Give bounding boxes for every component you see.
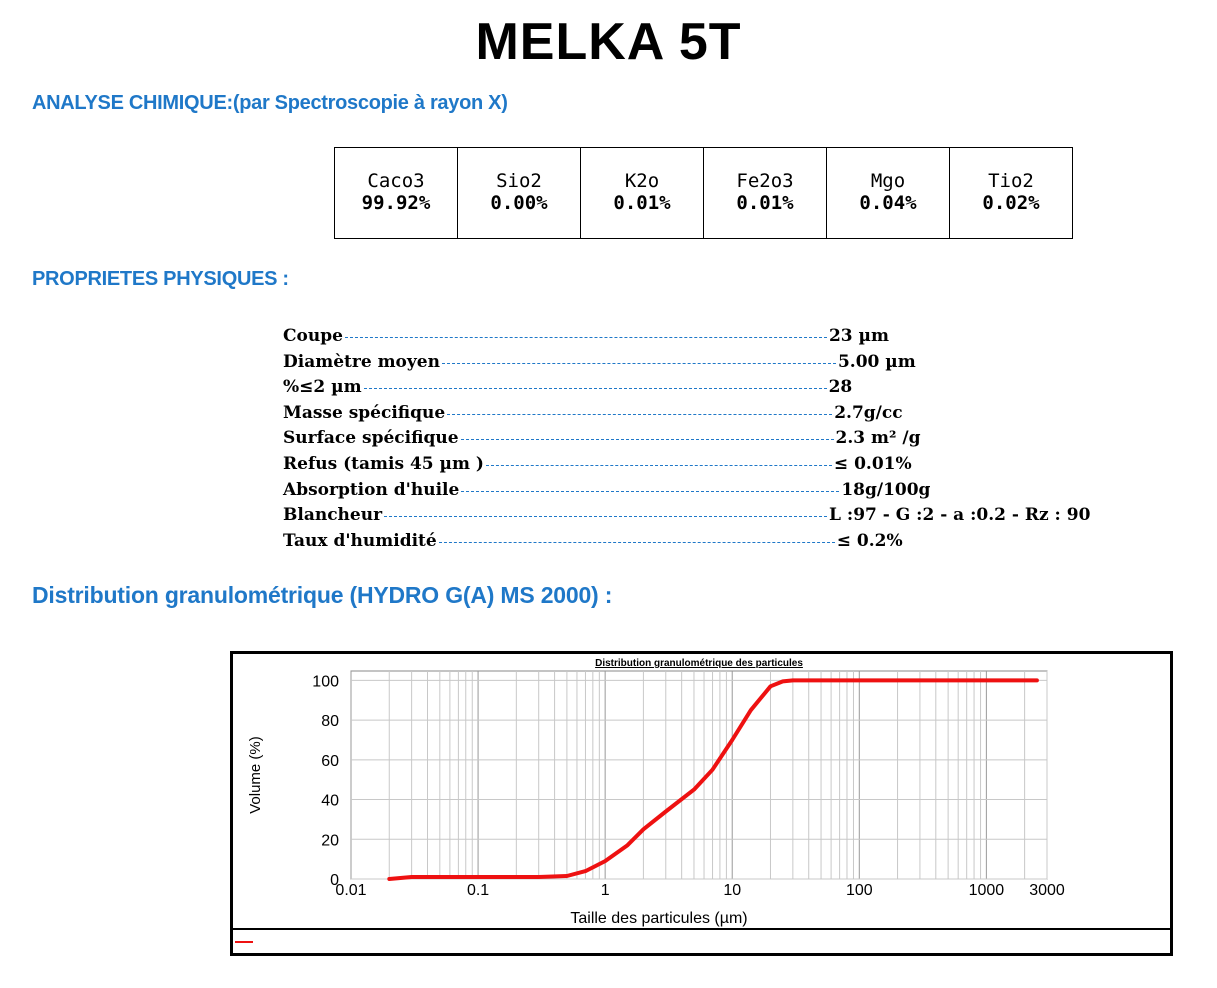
property-value: 5.00 µm (837, 351, 916, 372)
property-row: Coupe 23 µm (283, 324, 1090, 350)
property-leader-dashes (485, 452, 832, 466)
property-row: %≤2 µm 28 (283, 375, 1090, 401)
property-leader-dashes (447, 401, 833, 415)
property-label: Coupe (283, 326, 343, 346)
property-row: Masse spécifique 2.7g/cc (283, 401, 1090, 427)
chart-title: Distribution granulométrique des particu… (595, 658, 803, 669)
x-tick-label: 3000 (1029, 882, 1065, 899)
chem-cell-fe2o3: Fe2o3 0.01% (703, 147, 827, 239)
property-row: Diamètre moyen 5.00 µm (283, 350, 1090, 376)
property-label: Absorption d'huile (283, 479, 460, 500)
particle-size-chart-svg: Distribution granulométrique des particu… (233, 658, 1170, 943)
chem-name: Fe2o3 (736, 170, 794, 192)
chem-cell-tio2: Tio2 0.02% (949, 147, 1073, 239)
chem-name: Tio2 (988, 170, 1034, 192)
property-row: Refus (tamis 45 µm ) ≤ 0.01% (283, 452, 1090, 478)
section-heading-distribution: Distribution granulométrique (HYDRO G(A)… (32, 582, 613, 608)
chem-name: Caco3 (367, 170, 425, 192)
property-label: Taux d'humidité (283, 530, 437, 551)
chemical-analysis-table: Caco3 99.92% Sio2 0.00% K2o 0.01% Fe2o3 0.01% Mg… (334, 147, 1073, 239)
property-leader-dashes (460, 426, 834, 441)
property-row: Surface spécifique 2.3 m² /g (283, 426, 1090, 452)
property-leader-dashes (441, 350, 836, 364)
x-tick-label: 1 (601, 882, 610, 899)
y-axis-label: Volume (%) (247, 736, 264, 814)
section-heading-physical: PROPRIETES PHYSIQUES : (32, 268, 289, 290)
chem-name: Mgo (870, 170, 906, 192)
x-tick-label: 1000 (969, 882, 1005, 899)
plot-area (350, 670, 1048, 880)
chem-name: Sio2 (496, 170, 542, 192)
property-value: 28 (828, 377, 853, 398)
chem-value: 0.04% (859, 192, 917, 214)
physical-properties-list: Coupe 23 µm Diamètre moyen 5.00 µm %≤2 µm 28 M… (283, 324, 1090, 554)
property-leader-dashes (461, 478, 840, 492)
distribution-curve (387, 678, 1039, 881)
chem-cell-sio2: Sio2 0.00% (457, 147, 581, 239)
property-leader-dashes (344, 324, 827, 338)
property-value: ≤ 0.2% (836, 530, 903, 551)
chem-value: 99.92% (361, 192, 431, 214)
property-label: %≤2 µm (283, 377, 362, 398)
chem-name: K2o (624, 170, 660, 192)
y-tick-label: 20 (321, 832, 339, 849)
x-tick-label: 0.01 (335, 882, 366, 899)
chem-value: 0.02% (982, 192, 1040, 214)
x-tick-label: 0.1 (467, 882, 489, 899)
document-title: MELKA 5T (475, 13, 742, 71)
property-leader-dashes (384, 503, 828, 518)
chem-value: 0.01% (613, 192, 671, 214)
chem-value: 0.00% (490, 192, 548, 214)
property-label: Blancheur (283, 505, 383, 526)
chem-value: 0.01% (736, 192, 794, 214)
chem-cell-caco3: Caco3 99.92% (334, 147, 458, 239)
property-label: Refus (tamis 45 µm ) (283, 453, 484, 474)
property-row: Taux d'humidité ≤ 0.2% (283, 529, 1090, 555)
section-heading-chemical: ANALYSE CHIMIQUE:(par Spectroscopie à ra… (32, 92, 508, 114)
property-value: L :97 - G :2 - a :0.2 - Rz : 90 (829, 505, 1091, 526)
property-value: 18g/100g (841, 479, 931, 500)
property-leader-dashes (363, 375, 827, 390)
y-tick-label: 60 (321, 753, 339, 770)
x-tick-label: 10 (723, 882, 741, 899)
property-value: ≤ 0.01% (833, 453, 912, 474)
chem-cell-mgo: Mgo 0.04% (826, 147, 950, 239)
y-tick-label: 100 (312, 673, 339, 690)
property-value: 2.7g/cc (834, 402, 903, 423)
property-leader-dashes (438, 529, 835, 543)
x-axis-label: Taille des particules (µm) (570, 910, 747, 927)
y-tick-label: 0 (330, 872, 339, 889)
chem-cell-k2o: K2o 0.01% (580, 147, 704, 239)
property-row: Blancheur L :97 - G :2 - a :0.2 - Rz : 90 (283, 503, 1090, 529)
property-value: 23 µm (828, 326, 889, 346)
y-tick-label: 40 (321, 793, 339, 810)
y-tick-label: 80 (321, 713, 339, 730)
property-label: Masse spécifique (283, 402, 446, 423)
property-label: Diamètre moyen (283, 351, 440, 372)
property-row: Absorption d'huile 18g/100g (283, 478, 1090, 504)
property-label: Surface spécifique (283, 428, 459, 449)
particle-size-chart: Distribution granulométrique des particu… (230, 651, 1173, 956)
x-tick-label: 100 (846, 882, 873, 899)
property-value: 2.3 m² /g (835, 428, 921, 449)
